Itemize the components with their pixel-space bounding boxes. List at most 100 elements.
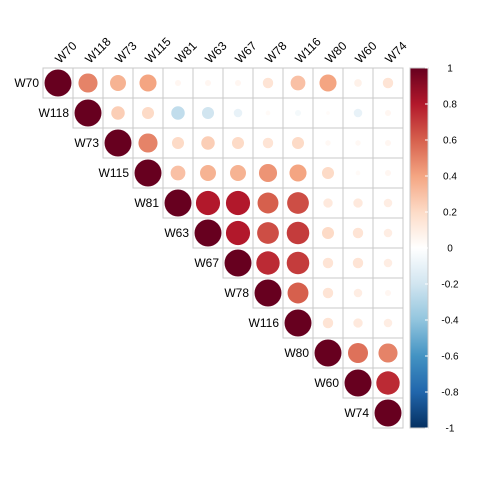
row-label-W70: W70 [14,76,39,90]
corr-circle-W80-W80 [314,339,342,367]
corr-circle-W115-W81 [170,165,186,181]
corr-circle-W118-W60 [353,108,363,118]
corr-circle-W73-W115 [138,133,158,153]
corr-circle-W63-W116 [286,221,310,245]
corr-circle-W70-W60 [354,79,362,87]
corr-circle-W78-W74 [384,289,392,297]
corr-circle-W63-W78 [257,222,279,244]
corr-circle-W78-W60 [353,288,363,298]
corr-circle-W81-W67 [225,190,251,216]
corr-circle-W118-W78 [265,110,271,116]
corr-circle-W118-W115 [141,106,155,120]
grid-layer [42,67,404,429]
row-label-W81: W81 [134,196,159,210]
col-label-W78: W78 [262,39,290,67]
corr-circle-W81-W116 [287,192,309,214]
row-label-W73: W73 [74,136,99,150]
corr-circle-W78-W80 [322,287,334,299]
colorbar-tick-label: -0.8 [441,388,459,399]
corr-circle-W115-W116 [289,164,307,182]
corr-circle-W70-W70 [44,69,72,97]
corr-circle-W115-W63 [200,165,216,181]
corr-circle-W116-W80 [322,317,334,329]
corr-circle-W115-W115 [134,159,162,187]
corr-circle-W81-W63 [195,190,221,216]
row-label-W78: W78 [224,286,249,300]
corr-circle-W63-W60 [352,227,364,239]
corr-circle-W70-W73 [110,75,126,91]
col-label-W67: W67 [232,39,260,67]
corr-circle-W67-W60 [352,257,364,269]
col-label-W74: W74 [382,39,410,67]
corr-circle-W78-W78 [254,279,282,307]
corr-circle-W81-W81 [164,189,192,217]
colorbar-tick-label: 0 [447,244,453,255]
colorbar-tick-label: 1 [447,64,453,75]
corr-circle-W115-W80 [321,166,335,180]
col-label-W116: W116 [292,34,324,66]
row-label-W60: W60 [314,376,339,390]
corr-circle-W73-W116 [291,136,305,150]
corr-circle-W115-W60 [355,170,361,176]
col-label-W118: W118 [82,34,114,66]
corr-circle-W67-W67 [224,249,252,277]
corr-circle-W118-W73 [111,106,125,120]
circle-layer [44,69,402,427]
corr-circle-W70-W74 [382,77,394,89]
corr-circle-W118-W116 [294,109,302,117]
corr-circle-W80-W74 [378,343,398,363]
corr-circle-W70-W78 [262,77,274,89]
row-label-W115: W115 [99,166,130,180]
corr-circle-W60-W60 [344,369,372,397]
corr-circle-W67-W74 [383,258,393,268]
colorbar-gradient [410,68,428,428]
corr-circle-W118-W74 [384,109,392,117]
corr-circle-W67-W80 [322,257,334,269]
colorbar-tick-label: 0.4 [443,172,457,183]
corr-circle-W73-W74 [384,139,392,147]
col-label-W60: W60 [352,39,380,67]
corr-circle-W80-W60 [347,342,369,364]
corr-circle-W116-W60 [353,318,363,328]
corr-circle-W73-W78 [262,137,274,149]
corr-circle-W70-W67 [234,79,242,87]
colorbar-tick-label: -0.2 [441,280,459,291]
corr-circle-W67-W116 [286,251,310,275]
corr-circle-W115-W67 [230,165,246,181]
corr-circle-W70-W115 [139,74,157,92]
corr-circle-W78-W116 [287,282,309,304]
colorbar: 1 0.8 0.6 0.4 0.2 0 -0.2 -0.4 -0.6 -0.8 -1 [409,64,459,435]
corr-circle-W63-W74 [383,228,393,238]
colorbar-tick-label: -1 [446,424,455,435]
corr-circle-W118-W80 [326,111,330,115]
corr-circle-W81-W74 [383,198,393,208]
colorbar-tick-label: -0.6 [441,352,459,363]
colorbar-tick-label: 0.6 [443,136,457,147]
corr-circle-W70-W116 [290,75,306,91]
grid-cell [372,397,404,429]
col-label-W63: W63 [202,39,230,67]
corr-circle-W73-W67 [231,136,245,150]
corr-circle-W118-W118 [74,99,102,127]
corr-circle-W118-W63 [201,106,215,120]
corr-circle-W73-W81 [171,136,185,150]
corr-circle-W118-W67 [233,108,243,118]
row-label-W67: W67 [194,256,219,270]
corr-circle-W81-W78 [257,192,279,214]
corr-circle-W116-W74 [383,318,393,328]
corr-circle-W73-W73 [104,129,132,157]
corr-circle-W63-W80 [321,226,335,240]
corr-circle-W70-W81 [174,79,182,87]
corr-circle-W81-W60 [353,198,363,208]
corr-circle-W60-W74 [376,371,400,395]
corr-circle-W63-W67 [225,220,251,246]
colorbar-tick-label: 0.2 [443,208,457,219]
corr-circle-W73-W60 [355,140,361,146]
corr-circle-W63-W63 [194,219,222,247]
corr-circle-W73-W63 [201,136,215,150]
colorbar-tick-label: 0.8 [443,100,457,111]
corr-circle-W116-W116 [284,309,312,337]
corr-circle-W74-W74 [374,399,402,427]
col-label-W81: W81 [172,39,200,67]
